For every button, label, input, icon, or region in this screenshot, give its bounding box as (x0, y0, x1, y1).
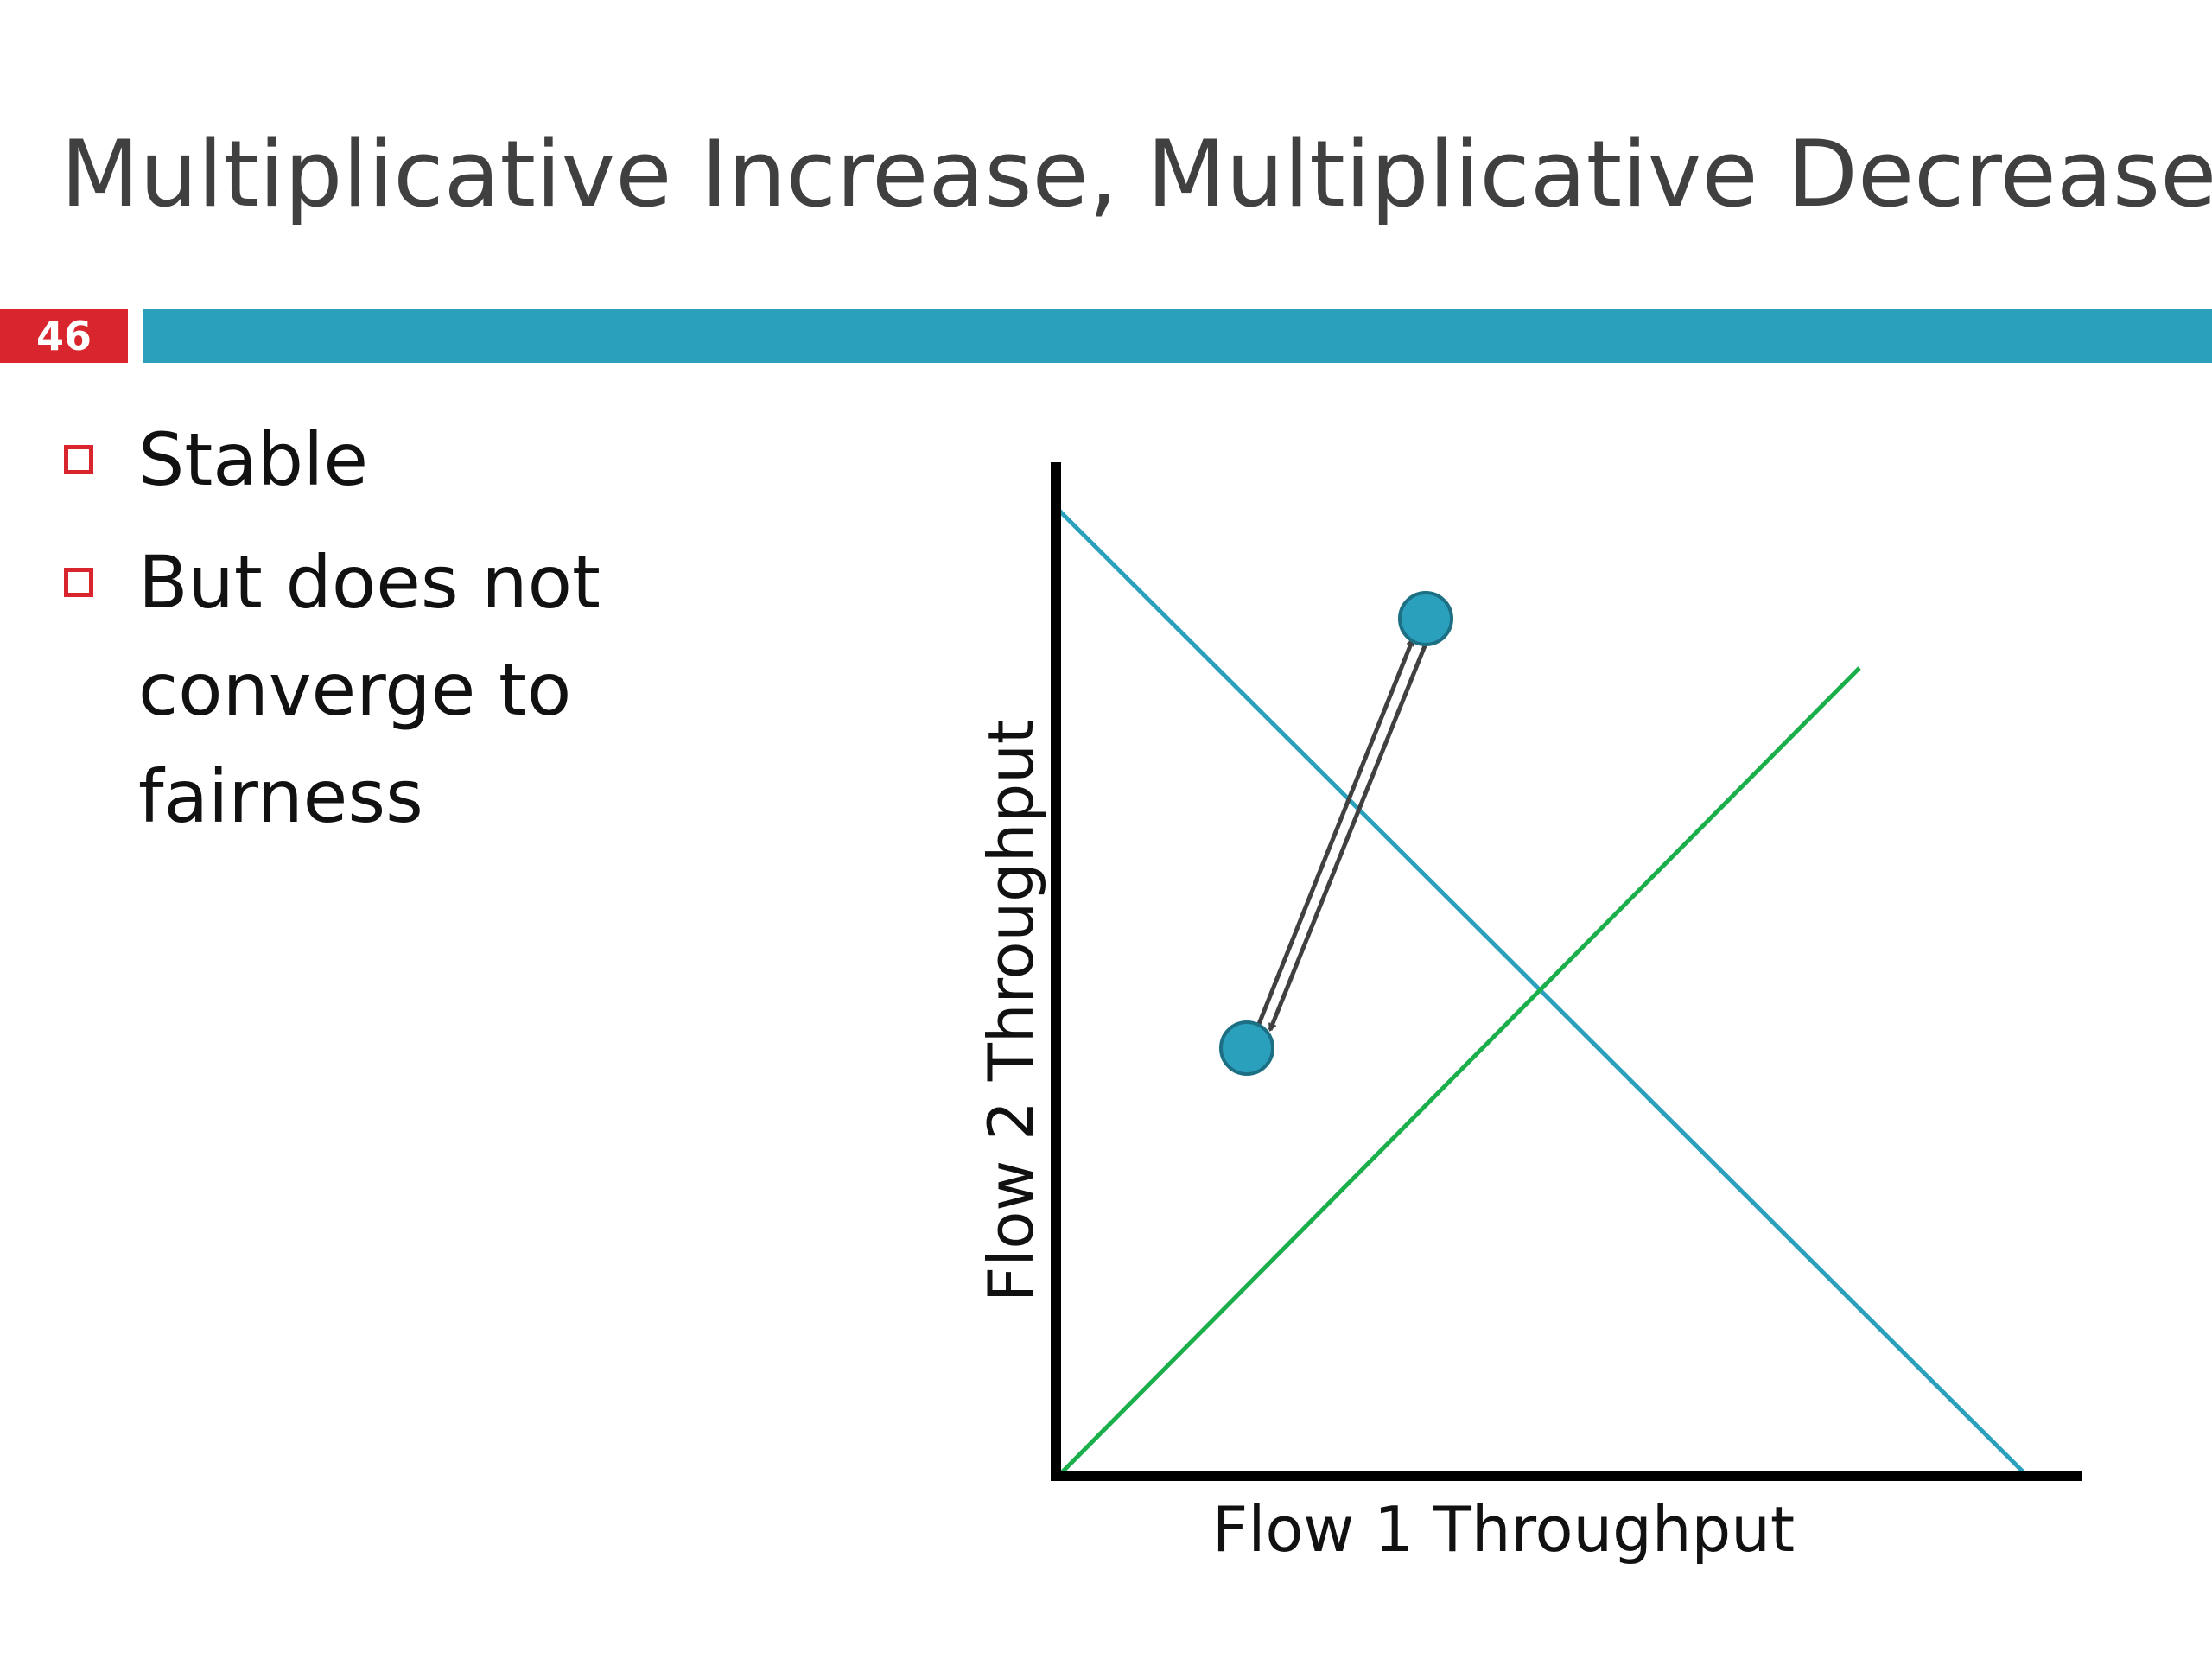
bullet-square-icon (64, 568, 93, 597)
slide-title: Multiplicative Increase, Multiplicative … (60, 121, 2212, 227)
y-axis-label: Flow 2 Throughput (975, 719, 1047, 1303)
decrease-arrow (1268, 643, 1428, 1030)
state-point-upper (1398, 591, 1453, 646)
bullet-item: Stable (60, 406, 769, 513)
bullet-text: But does not converge to fairness (138, 540, 601, 839)
bullet-item: But does not converge to fairness (60, 529, 769, 850)
x-axis-label: Flow 1 Throughput (1211, 1493, 1796, 1566)
header-accent-bar (143, 309, 2212, 363)
slide-number-badge: 46 (0, 309, 128, 363)
bullet-text: Stable (138, 417, 369, 502)
state-point-lower (1219, 1020, 1274, 1076)
increase-arrow (1255, 639, 1415, 1029)
bullet-list: Stable But does not converge to fairness (60, 406, 769, 866)
bullet-square-icon (64, 445, 93, 474)
fairness-line (1057, 666, 1861, 1478)
